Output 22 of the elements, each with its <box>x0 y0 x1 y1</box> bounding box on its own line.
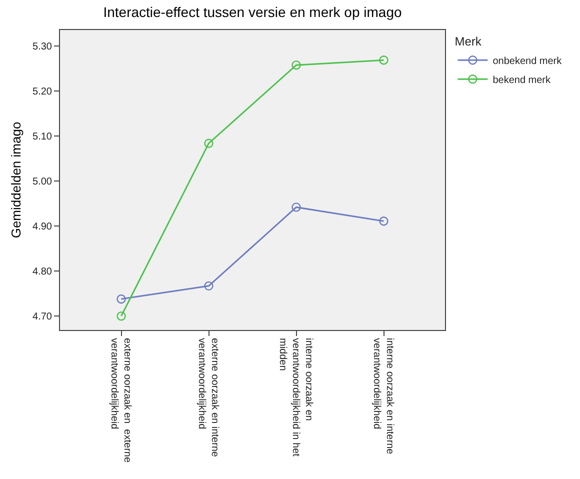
y-tick-label: 5.20 <box>32 86 52 98</box>
point <box>379 56 388 65</box>
point <box>116 294 126 304</box>
point <box>292 202 301 212</box>
legend-title: Merk <box>454 34 482 49</box>
legend-label: bekend merk <box>492 75 552 86</box>
y-tick-label: 5.10 <box>32 132 52 143</box>
legend-label: onbekend merk <box>492 56 563 67</box>
x-tick-label: externe oorzaak en externe verantwoordelijkheid <box>108 338 132 463</box>
chart-title: Interactie-effect tussen versie en merk op imago <box>103 4 402 20</box>
point <box>204 281 214 291</box>
y-tick-label: 4.80 <box>32 266 52 278</box>
x-tick-label: interne oorzaak en verantwoordelijkheid in het midden <box>277 338 314 457</box>
y-tick-label: 5.00 <box>32 176 52 188</box>
point <box>116 311 126 321</box>
point <box>204 138 214 148</box>
y-tick-label: 4.90 <box>32 222 52 233</box>
y-tick-label: 4.70 <box>32 312 52 323</box>
y-axis-title: Gemiddelden imago <box>8 122 24 238</box>
point <box>292 60 301 70</box>
point <box>379 216 388 226</box>
y-tick-label: 5.30 <box>32 42 52 53</box>
